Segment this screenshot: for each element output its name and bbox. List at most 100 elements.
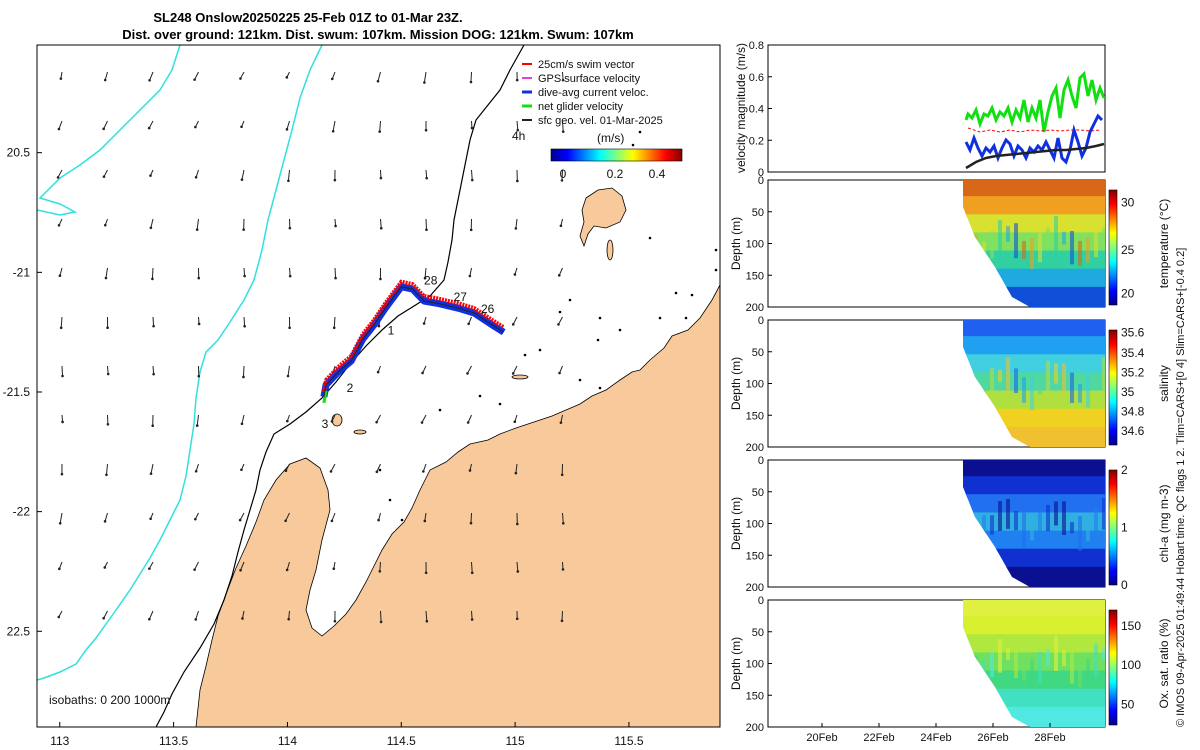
geo-arrow-head-76 bbox=[242, 375, 245, 379]
geo-arrow-head-29 bbox=[287, 179, 290, 183]
geo-arrow-81 bbox=[467, 365, 472, 374]
geo-arrow-head-24 bbox=[56, 176, 60, 179]
colorbar-tick-0: 0 bbox=[560, 167, 567, 181]
depth-tick-label-chl-a-4: 200 bbox=[746, 582, 764, 594]
geo-arrow-head-2 bbox=[148, 78, 151, 82]
profile-streak-temperature-7 bbox=[1022, 241, 1026, 260]
profile-streak-oxygen-14 bbox=[1078, 659, 1082, 688]
geo-arrow-head-31 bbox=[379, 176, 383, 180]
geo-arrow-head-116 bbox=[423, 519, 427, 523]
profile-streak-salinity-7 bbox=[1022, 377, 1026, 403]
geo-arrow-head-92 bbox=[420, 421, 424, 424]
geo-arrow-head-119 bbox=[561, 521, 565, 525]
profile-streak-temperature-12 bbox=[1062, 231, 1066, 245]
legend-swim-label: 25cm/s swim vector bbox=[538, 59, 635, 71]
geo-arrow-134 bbox=[148, 610, 154, 620]
depth-tick-label-temperature-2: 100 bbox=[746, 239, 764, 251]
velocity-panel: 0 0.2 0.4 0.6 0.8 velocity magnitude (m/s) bbox=[734, 40, 1106, 179]
profile-streak-temperature-13 bbox=[1070, 231, 1074, 265]
geo-arrow-12 bbox=[58, 120, 63, 130]
geo-arrow-head-132 bbox=[57, 615, 61, 619]
colorbar-tick-salinity-2: 35.2 bbox=[1121, 366, 1145, 380]
geo-arrow-head-10 bbox=[515, 78, 519, 82]
geo-arrow-8 bbox=[423, 71, 427, 83]
map-colorbar bbox=[550, 148, 683, 162]
geo-arrow-head-121 bbox=[103, 566, 107, 569]
profile-streak-salinity-9 bbox=[1038, 380, 1042, 395]
depth-tick-label-oxygen-1: 50 bbox=[752, 627, 764, 639]
geo-arrow-106 bbox=[515, 463, 518, 474]
time-tick-label-3: 26Feb bbox=[977, 732, 1008, 744]
profile-band-chl-a-0 bbox=[963, 460, 1105, 481]
profile-streak-oxygen-11 bbox=[1054, 636, 1058, 671]
geo-arrow-head-21 bbox=[470, 126, 474, 130]
colorbar-label-oxygen: Ox. sat. ratio (%) bbox=[1157, 618, 1171, 708]
geo-arrow-head-7 bbox=[376, 79, 380, 83]
geo-arrow-head-33 bbox=[470, 178, 474, 182]
profile-streak-temperature-4 bbox=[998, 219, 1002, 252]
profile-streak-chl-a-15 bbox=[1086, 519, 1090, 541]
geo-arrow-114 bbox=[331, 512, 336, 522]
small-island-1 bbox=[331, 413, 343, 427]
geo-arrow-139 bbox=[380, 610, 382, 622]
geo-arrow-head-133 bbox=[102, 616, 105, 620]
geo-arrow-head-83 bbox=[558, 371, 561, 375]
profile-band-chl-a-1 bbox=[963, 476, 1105, 499]
vel-ytick-label-4: 0.8 bbox=[749, 40, 764, 52]
colorbar-label-temperature: temperature (°C) bbox=[1157, 199, 1171, 289]
geo-arrow-head-67 bbox=[377, 324, 381, 328]
profile-temperature: 0 50 100 150 200 Depth (m) 30 25 20 temperature (… bbox=[729, 175, 1171, 314]
geo-arrow-3 bbox=[194, 71, 199, 80]
depth-tick-label-temperature-0: 0 bbox=[758, 175, 764, 187]
geo-arrow-60 bbox=[60, 316, 63, 328]
time-tick-label-4: 28Feb bbox=[1034, 732, 1065, 744]
geo-arrow-102 bbox=[330, 463, 336, 472]
depth-tick-label-oxygen-4: 200 bbox=[746, 722, 764, 734]
map-x-ticks: 113 113.5 114 114.5 115 115.5 bbox=[50, 722, 644, 748]
footer-note: © IMOS 09-Apr-2025 01:49:44 Hobart time.… bbox=[1175, 248, 1187, 727]
geo-arrow-19 bbox=[379, 120, 381, 132]
geo-arrow-head-117 bbox=[469, 521, 473, 525]
geo-arrow-76 bbox=[242, 365, 245, 377]
geo-arrow-123 bbox=[194, 561, 199, 570]
swim-velocity-series bbox=[967, 127, 1101, 133]
geo-arrow-56 bbox=[424, 267, 427, 279]
geo-arrow-head-79 bbox=[376, 370, 380, 374]
geo-arrow-head-70 bbox=[511, 323, 515, 326]
geo-arrow-head-106 bbox=[514, 471, 518, 475]
legend-swim: 25cm/s swim vector bbox=[522, 59, 635, 71]
profile-streak-oxygen-16 bbox=[1094, 643, 1098, 678]
geo-arrow-92 bbox=[421, 414, 427, 423]
islet-dot-19 bbox=[478, 394, 482, 398]
geo-arrow-125 bbox=[286, 561, 290, 571]
title-line1: SL248 Onslow20250225 25-Feb 01Z to 01-Ma… bbox=[153, 10, 462, 25]
geo-arrow-64 bbox=[243, 316, 246, 327]
small-island-3 bbox=[606, 239, 614, 261]
geo-arrow-head-51 bbox=[197, 276, 201, 280]
profile-salinity: 0 50 100 150 200 Depth (m) 35.6 35.4 35.2 35 34.8 3… bbox=[729, 315, 1171, 454]
profile-streak-temperature-8 bbox=[1030, 238, 1034, 269]
geo-arrow-head-34 bbox=[516, 179, 519, 183]
geo-arrow-head-130 bbox=[516, 570, 520, 573]
geo-arrow-head-1 bbox=[103, 78, 107, 82]
geo-arrow-103 bbox=[376, 463, 381, 472]
depth-label-chl-a: Depth (m) bbox=[729, 497, 743, 550]
colorbar-tick-chl-a-0: 2 bbox=[1121, 463, 1128, 477]
geo-arrow-head-129 bbox=[470, 571, 474, 575]
day-label-1: 27 bbox=[454, 290, 468, 304]
geo-arrow-head-46 bbox=[514, 227, 518, 230]
profile-streak-oxygen-15 bbox=[1086, 658, 1090, 682]
geo-arrow-head-65 bbox=[288, 326, 291, 330]
geo-arrow-head-103 bbox=[375, 470, 379, 474]
surface-velocity-track bbox=[323, 286, 504, 397]
geo-arrow-head-49 bbox=[104, 276, 108, 280]
net-velocity-track bbox=[322, 390, 328, 404]
isobath-200m bbox=[155, 45, 525, 727]
geo-arrow-head-60 bbox=[59, 326, 63, 330]
land-island-north bbox=[579, 187, 627, 248]
geo-arrow-11 bbox=[562, 71, 564, 81]
geo-arrow-head-12 bbox=[57, 127, 61, 131]
profile-field-chl-a bbox=[963, 460, 1105, 587]
geo-arrow-head-9 bbox=[469, 80, 473, 84]
